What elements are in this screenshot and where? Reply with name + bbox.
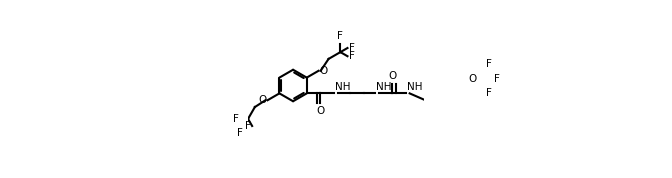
Text: F: F — [349, 43, 355, 53]
Text: F: F — [337, 31, 343, 41]
Text: F: F — [237, 128, 243, 138]
Text: F: F — [494, 74, 499, 84]
Text: F: F — [233, 114, 239, 124]
Text: NH: NH — [407, 82, 422, 92]
Text: NH: NH — [335, 82, 350, 92]
Text: O: O — [319, 66, 327, 76]
Text: O: O — [468, 74, 476, 84]
Text: O: O — [259, 95, 267, 105]
Text: O: O — [388, 71, 396, 81]
Text: F: F — [245, 121, 251, 131]
Text: F: F — [486, 59, 492, 69]
Text: NH: NH — [376, 82, 391, 92]
Text: O: O — [317, 106, 325, 116]
Text: F: F — [486, 88, 492, 98]
Text: F: F — [349, 51, 355, 61]
